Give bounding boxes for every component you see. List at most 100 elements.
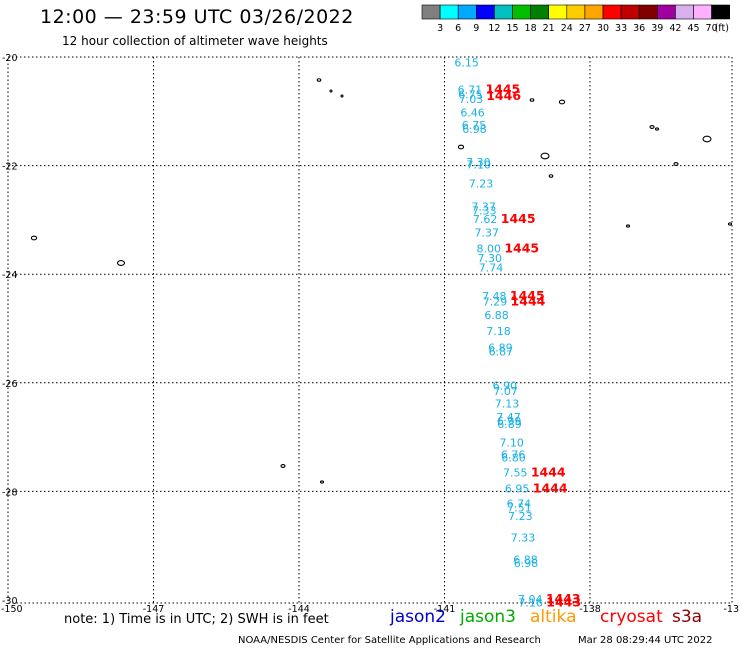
satellite-altika: altika: [530, 607, 577, 627]
latitude-label: -24: [2, 270, 18, 281]
colorbar-swatch: [530, 4, 549, 20]
footer-timestamp: Mar 28 08:29:44 UTC 2022: [578, 635, 713, 646]
wave-height-value: 7.47: [496, 411, 521, 424]
longitude-label: -147: [143, 604, 165, 615]
colorbar-label: 21: [543, 23, 555, 34]
colorbar-label: 30: [597, 23, 609, 34]
wave-height-value: 7.48: [482, 290, 507, 303]
pass-time-label: 1445: [504, 241, 539, 256]
wave-height-value: 7.10: [466, 159, 491, 172]
wave-height-value: 7.30: [478, 252, 503, 265]
island-outline: [727, 222, 733, 226]
pass-time-label: 1444: [531, 464, 566, 479]
satellite-jason2: jason2: [390, 607, 446, 627]
wave-height-value: 6.99: [497, 415, 522, 428]
footer-credit: NOAA/NESDIS Center for Satellite Applica…: [238, 635, 541, 646]
lat-lon-grid: -20 -22 -24 -26 -28 -30-150 -147 -144 -141 -138 -1…: [1, 53, 739, 615]
colorbar-label: 39: [651, 23, 663, 34]
colorbar-label: 36: [633, 23, 645, 34]
colorbar-swatch: [548, 4, 568, 20]
colorbar-swatch: [602, 4, 622, 20]
latitude-label: -26: [2, 379, 18, 390]
wave-height-value: 6.98: [514, 557, 539, 570]
wave-height-value: 7.04: [518, 593, 543, 606]
island-outline: [548, 174, 554, 178]
longitude-label: -150: [1, 604, 23, 615]
wave-height-value: 7.55: [503, 466, 528, 479]
wave-height-value: 7.74: [479, 262, 504, 275]
island-outline: [319, 480, 325, 484]
island-outline: [649, 125, 655, 129]
satellite-cryosat: cryosat: [600, 607, 663, 627]
wave-height-value: 7.33: [472, 205, 497, 218]
wave-height-value: 6.89: [488, 342, 513, 355]
colorbar-swatch: [675, 4, 694, 20]
pass-time-label: 1444: [533, 481, 568, 496]
wave-height-value: 6.90: [493, 380, 518, 393]
island-outlines: [30, 78, 733, 484]
wave-height-value: 6.46: [460, 106, 485, 119]
wave-height-value: 7.30: [466, 156, 491, 169]
colorbar-legend: 3 6 9 12 15 18 21 24 27 30 33 36 39 42 45 70(ft): [421, 4, 730, 34]
island-outline: [457, 144, 465, 150]
wave-height-value: 7.07: [493, 385, 518, 398]
wave-height-value: 7.23: [508, 510, 533, 523]
satellite-jason3: jason3: [460, 607, 516, 627]
pass-time-label: 1443: [546, 595, 581, 610]
wave-height-value: 7.62: [473, 213, 498, 226]
longitude-label: -13: [723, 604, 739, 615]
island-outline: [280, 464, 286, 468]
colorbar-swatch: [638, 4, 658, 20]
map-title: 12:00 — 23:59 UTC 03/26/2022: [40, 6, 354, 28]
colorbar-swatch: [711, 4, 730, 20]
wave-height-value: 7.37: [475, 226, 500, 239]
wave-height-observations: 6.156.716.757.036.466.756.987.307.107.23…: [454, 56, 543, 609]
wave-height-value: 6.88: [484, 309, 509, 322]
colorbar-label: 3: [437, 23, 443, 34]
colorbar-swatch: [620, 4, 640, 20]
wave-height-value: 7.18: [486, 325, 511, 338]
wave-height-value: 7.29: [483, 295, 508, 308]
units-note: note: 1) Time is in UTC; 2) SWH is in fe…: [64, 612, 329, 627]
wave-height-value: 6.87: [489, 345, 514, 358]
latitude-label: -20: [2, 53, 18, 64]
colorbar-label: 27: [579, 23, 591, 34]
wave-height-value: 6.15: [454, 56, 479, 69]
colorbar-label: 33: [615, 23, 627, 34]
colorbar-label: 70: [706, 23, 718, 34]
latitude-label: -30: [2, 596, 18, 607]
map-subtitle: 12 hour collection of altimeter wave hei…: [62, 34, 328, 48]
wave-height-value: 6.75: [458, 88, 483, 101]
longitude-label: -144: [288, 604, 310, 615]
wave-height-value: 7.16: [518, 597, 543, 610]
island-outline: [625, 224, 631, 228]
colorbar-swatch: [494, 4, 513, 20]
pass-time-label: 1445: [501, 211, 536, 226]
colorbar-label: 9: [473, 23, 479, 34]
colorbar-label: 6: [455, 23, 461, 34]
wave-height-value: 8.00: [476, 243, 501, 256]
island-outline: [540, 152, 550, 160]
colorbar-label: 42: [669, 23, 681, 34]
wave-height-value: 6.89: [497, 418, 522, 431]
island-outline: [116, 259, 126, 266]
longitude-label: -138: [579, 604, 601, 615]
wave-height-value: 6.88: [513, 553, 538, 566]
island-outline: [316, 78, 322, 82]
satellite-s3a: s3a: [672, 607, 703, 627]
colorbar-swatch: [656, 4, 676, 20]
plot-frame: [7, 56, 733, 604]
colorbar-label: 18: [525, 23, 537, 34]
pass-time-label: 1445: [485, 82, 520, 97]
wave-height-value: 7.37: [471, 200, 496, 213]
wave-height-value: 7.13: [495, 397, 520, 410]
colorbar-swatch: [457, 4, 477, 20]
colorbar-swatch: [421, 4, 441, 20]
wave-height-value: 7.10: [499, 437, 524, 450]
wave-height-value: 6.75: [462, 119, 487, 132]
pass-time-label: 1445: [510, 288, 545, 303]
island-outline: [30, 235, 38, 241]
wave-height-value: 6.80: [501, 452, 526, 465]
wave-height-value: 7.33: [511, 532, 536, 545]
